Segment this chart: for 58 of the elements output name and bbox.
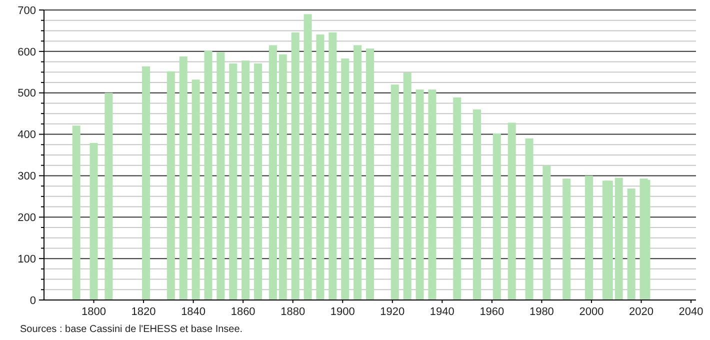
y-tick-label: 500 <box>18 88 36 100</box>
bar <box>268 45 277 300</box>
bar <box>254 63 262 300</box>
x-tick-label: 1960 <box>480 306 504 318</box>
bar <box>179 56 188 300</box>
bar <box>627 188 636 300</box>
bar <box>584 176 593 300</box>
bar <box>562 178 571 300</box>
bar <box>216 52 225 300</box>
y-tick-label: 700 <box>18 4 36 17</box>
bar <box>403 72 412 300</box>
x-tick-label: 1980 <box>529 306 554 318</box>
y-tick-label: 600 <box>18 46 36 58</box>
bar <box>604 180 613 300</box>
bar <box>508 122 516 300</box>
x-tick-label: 2000 <box>579 306 604 318</box>
bar <box>341 58 350 300</box>
bar <box>366 48 374 300</box>
bar <box>492 133 501 300</box>
x-tick-label: 1920 <box>380 306 405 318</box>
bar <box>304 14 312 300</box>
x-tick-label: 2040 <box>678 306 704 318</box>
x-tick-label: 1900 <box>330 306 355 318</box>
bar <box>542 166 551 300</box>
bar <box>204 50 212 300</box>
x-tick-label: 1820 <box>131 306 156 318</box>
bar <box>614 178 623 300</box>
bar <box>390 84 399 300</box>
bar <box>428 90 436 300</box>
bar <box>72 126 80 300</box>
y-tick-label: 300 <box>18 170 36 183</box>
x-tick-label: 1940 <box>430 306 454 318</box>
bar <box>229 63 238 300</box>
bar <box>104 92 113 300</box>
bar <box>166 71 175 300</box>
bar <box>473 109 482 300</box>
x-tick-label: 1800 <box>82 306 106 318</box>
x-tick-label: 1840 <box>181 306 206 318</box>
y-tick-label: 400 <box>18 129 36 142</box>
y-tick-label: 0 <box>30 294 36 307</box>
bar <box>192 80 200 300</box>
source-note: Sources : base Cassini de l'EHESS et base Insee. <box>20 324 243 335</box>
x-tick-label: 2020 <box>629 306 654 318</box>
bar <box>525 138 534 300</box>
y-tick-label: 100 <box>18 253 36 266</box>
bar <box>291 32 300 300</box>
bar <box>278 54 287 300</box>
x-tick-label: 1880 <box>280 306 306 318</box>
bar <box>242 60 250 300</box>
bar <box>354 45 362 300</box>
bar <box>90 142 98 300</box>
bar <box>416 90 424 300</box>
y-tick-label: 200 <box>18 212 36 224</box>
bar <box>453 97 462 300</box>
bar <box>316 34 324 300</box>
x-tick-label: 1860 <box>230 306 256 318</box>
bar <box>142 66 150 300</box>
bar <box>328 32 337 300</box>
